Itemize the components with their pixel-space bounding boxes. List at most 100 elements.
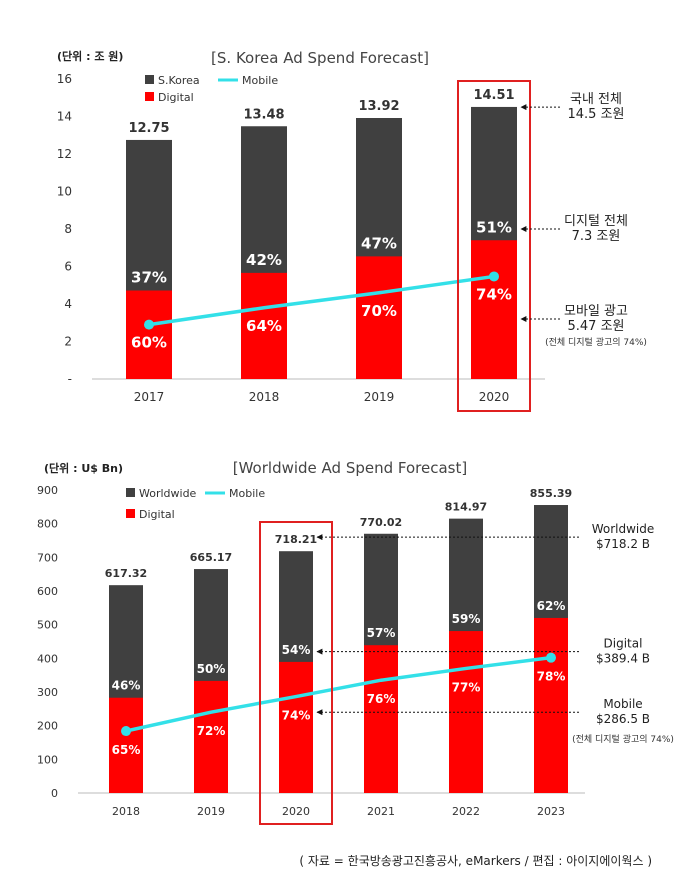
- ww-digital-share-label: 46%: [112, 679, 141, 693]
- kr-digital-share-label: 42%: [246, 251, 282, 269]
- ww-y-tick-label: 0: [51, 787, 58, 800]
- ww-annotation-text: $718.2 B: [596, 537, 650, 551]
- kr-mobile-share-label: 70%: [361, 302, 397, 320]
- kr-total-value-label: 13.48: [243, 107, 284, 122]
- ww-bar-digital-2023: [534, 617, 568, 793]
- kr-bar-digital-2019: [356, 256, 402, 379]
- kr-x-tick-label: 2020: [479, 390, 510, 404]
- ww-y-tick-label: 400: [37, 652, 58, 665]
- ww-unit-label: (단위 : U$ Bn): [44, 461, 123, 475]
- ww-legend-mobile-label: Mobile: [229, 487, 265, 500]
- ww-mobile-line: [125, 655, 552, 733]
- ww-total-value-label: 855.39: [530, 487, 572, 500]
- ww-digital-share-label: 59%: [452, 612, 481, 626]
- kr-total-value-label: 13.92: [358, 99, 399, 114]
- ww-y-tick-label: 100: [37, 753, 58, 766]
- ww-y-tick-label: 200: [37, 720, 58, 733]
- ww-total-value-label: 665.17: [190, 551, 232, 564]
- kr-total-value-label: 12.75: [128, 121, 169, 136]
- ww-total-value-label: 770.02: [360, 516, 402, 529]
- kr-legend-digital-label: Digital: [158, 91, 194, 104]
- ww-chart-title: [Worldwide Ad Spend Forecast]: [233, 459, 467, 477]
- ww-x-tick-label: 2022: [452, 805, 480, 818]
- ww-x-tick-label: 2020: [282, 805, 310, 818]
- ww-mobile-share-label: 74%: [282, 709, 311, 723]
- kr-y-tick-label: 6: [64, 260, 72, 274]
- kr-y-tick-label: 16: [57, 72, 72, 86]
- ww-annotation-text: Mobile: [603, 697, 642, 711]
- kr-digital-share-label: 47%: [361, 234, 397, 252]
- ww-footnote: (전체 디지털 광고의 74%): [572, 733, 674, 745]
- ww-mobile-share-label: 78%: [537, 670, 566, 684]
- kr-bar-digital-2020: [471, 240, 517, 379]
- kr-chart-title: [S. Korea Ad Spend Forecast]: [211, 49, 429, 67]
- kr-y-tick-label: 4: [64, 297, 72, 311]
- kr-bar-digital-2018: [241, 272, 287, 379]
- kr-bar-digital-2017: [126, 290, 172, 379]
- kr-legend-total-swatch: [145, 75, 154, 84]
- ww-legend-total-label: Worldwide: [139, 487, 197, 500]
- kr-y-tick-label: -: [68, 372, 72, 386]
- ww-digital-share-label: 50%: [197, 662, 226, 676]
- kr-total-value-label: 14.51: [473, 88, 514, 103]
- ww-bar-digital-2020: [279, 661, 313, 793]
- kr-annotation-text: 디지털 전체: [564, 214, 628, 229]
- kr-mobile-point: [489, 271, 499, 282]
- kr-mobile-share-label: 64%: [246, 317, 282, 335]
- ww-mobile-point: [546, 652, 556, 663]
- ww-mobile-share-label: 77%: [452, 680, 481, 694]
- kr-mobile-point: [144, 319, 154, 330]
- kr-footnote: (전체 디지털 광고의 74%): [545, 336, 647, 348]
- ww-y-tick-label: 600: [37, 585, 58, 598]
- ww-highlight-box: [259, 521, 333, 825]
- kr-y-tick-label: 10: [57, 185, 72, 199]
- ww-mobile-share-label: 65%: [112, 743, 141, 757]
- kr-y-tick-label: 8: [64, 222, 72, 236]
- ww-x-tick-label: 2023: [537, 805, 565, 818]
- ww-digital-share-label: 54%: [282, 643, 311, 657]
- ww-bar-digital-2018: [109, 697, 143, 793]
- ww-x-tick-label: 2021: [367, 805, 395, 818]
- ww-annotation-text: $389.4 B: [596, 652, 650, 666]
- kr-unit-label: (단위 : 조 원): [57, 49, 123, 63]
- kr-legend-mobile-label: Mobile: [242, 74, 278, 87]
- ww-annotation-text: $286.5 B: [596, 712, 650, 726]
- kr-y-tick-label: 2: [64, 335, 72, 349]
- ww-digital-share-label: 57%: [367, 626, 396, 640]
- kr-annotation-text: 국내 전체: [570, 92, 622, 107]
- kr-annotation-text: 14.5 조원: [568, 107, 625, 122]
- kr-mobile-share-label: 60%: [131, 334, 167, 352]
- kr-legend-total-label: S.Korea: [158, 74, 200, 87]
- kr-highlight-box: [457, 80, 531, 412]
- kr-x-tick-label: 2017: [134, 390, 165, 404]
- kr-y-tick-label: 14: [57, 110, 72, 124]
- ww-mobile-point: [121, 726, 131, 737]
- ww-x-tick-label: 2019: [197, 805, 225, 818]
- ww-x-tick-label: 2018: [112, 805, 140, 818]
- kr-annotation-text: 5.47 조원: [568, 319, 625, 334]
- kr-annotation-text: 모바일 광고: [564, 304, 628, 319]
- ww-y-tick-label: 900: [37, 484, 58, 497]
- ww-y-tick-label: 500: [37, 619, 58, 632]
- ww-total-value-label: 617.32: [105, 567, 147, 580]
- ww-legend-digital-swatch: [126, 509, 135, 518]
- ww-annotation-text: Worldwide: [592, 522, 655, 536]
- ww-annotation-text: Digital: [604, 637, 643, 651]
- ww-total-value-label: 814.97: [445, 501, 487, 514]
- kr-digital-share-label: 51%: [476, 218, 512, 236]
- source-credit: ( 자료 = 한국방송광고진흥공사, eMarkers / 편집 : 아이지에이…: [299, 854, 652, 868]
- kr-mobile-share-label: 74%: [476, 285, 512, 303]
- ww-y-tick-label: 700: [37, 551, 58, 564]
- ww-y-tick-label: 300: [37, 686, 58, 699]
- kr-x-tick-label: 2018: [249, 390, 280, 404]
- kr-mobile-line: [148, 274, 495, 327]
- kr-annotation-text: 7.3 조원: [572, 229, 621, 244]
- kr-x-tick-label: 2019: [364, 390, 395, 404]
- ww-bar-digital-2021: [364, 645, 398, 793]
- ww-mobile-share-label: 76%: [367, 692, 396, 706]
- kr-y-tick-label: 12: [57, 147, 72, 161]
- kr-digital-share-label: 37%: [131, 269, 167, 287]
- ww-legend-total-swatch: [126, 488, 135, 497]
- ww-legend-digital-label: Digital: [139, 508, 175, 521]
